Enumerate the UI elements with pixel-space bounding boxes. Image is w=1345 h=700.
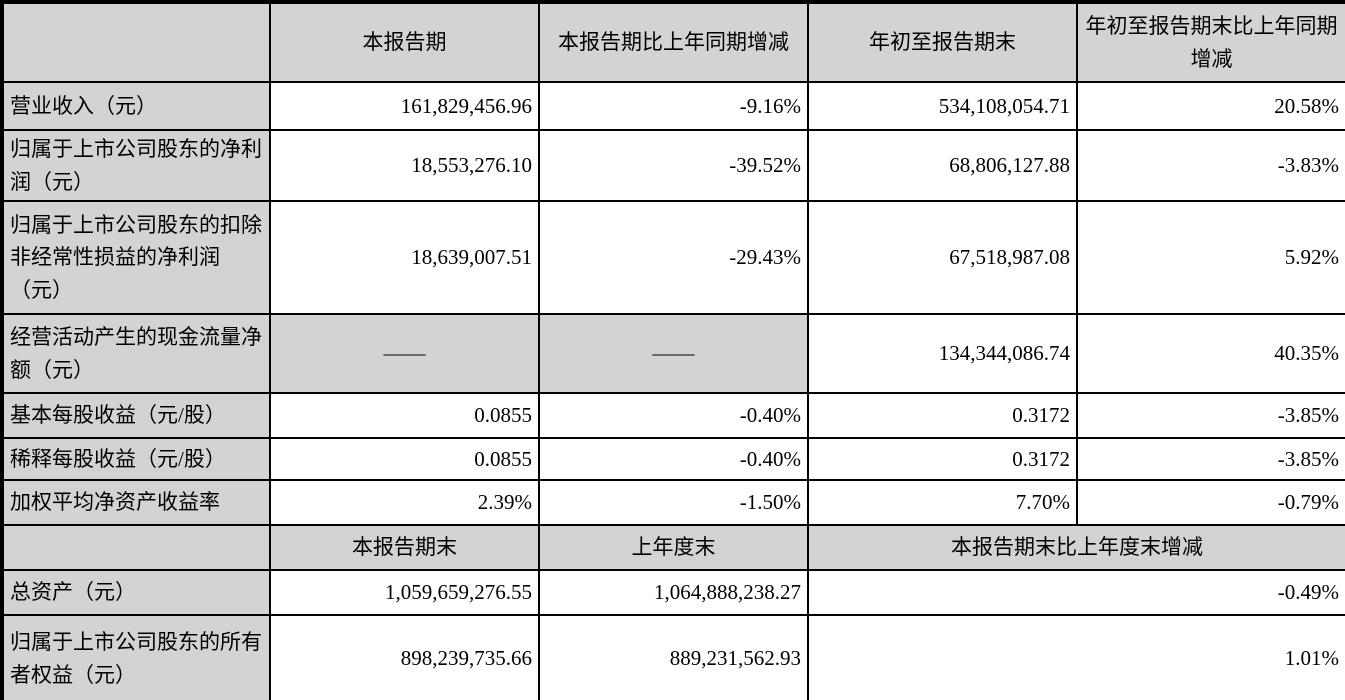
cell-value: 7.70% bbox=[807, 479, 1078, 527]
cell-value: 134,344,086.74 bbox=[807, 313, 1078, 395]
header-ytd: 年初至报告期末 bbox=[807, 1, 1078, 83]
row-label: 营业收入（元） bbox=[1, 81, 271, 131]
row-label: 稀释每股收益（元/股） bbox=[1, 437, 271, 482]
header-row-period-end: 本报告期末 上年度末 本报告期末比上年度末增减 bbox=[1, 524, 1345, 572]
row-label: 归属于上市公司股东的净利润（元） bbox=[1, 128, 271, 203]
cell-value: -0.79% bbox=[1076, 479, 1345, 527]
header-empty-cell bbox=[1, 524, 271, 572]
cell-value: 534,108,054.71 bbox=[807, 81, 1078, 131]
cell-value: -0.40% bbox=[538, 437, 809, 482]
cell-value: 0.0855 bbox=[269, 392, 540, 440]
cell-value: 18,553,276.10 bbox=[269, 128, 540, 203]
cell-value: 2.39% bbox=[269, 479, 540, 527]
header-current-period: 本报告期 bbox=[269, 1, 540, 83]
cell-value: -39.52% bbox=[538, 128, 809, 203]
cell-value: -1.50% bbox=[538, 479, 809, 527]
header-row-period: 本报告期 本报告期比上年同期增减 年初至报告期末 年初至报告期末比上年同期增减 bbox=[1, 1, 1345, 83]
cell-value: 67,518,987.08 bbox=[807, 200, 1078, 316]
row-label: 经营活动产生的现金流量净额（元） bbox=[1, 313, 271, 395]
row-label: 基本每股收益（元/股） bbox=[1, 392, 271, 440]
cell-dash: —— bbox=[538, 313, 809, 395]
row-label: 总资产（元） bbox=[1, 569, 271, 617]
table-row-weighted-roe: 加权平均净资产收益率 2.39% -1.50% 7.70% -0.79% bbox=[1, 479, 1345, 527]
cell-value: 5.92% bbox=[1076, 200, 1345, 316]
header-ytd-yoy: 年初至报告期末比上年同期增减 bbox=[1076, 1, 1345, 83]
cell-value: 1.01% bbox=[807, 614, 1345, 700]
cell-value: -3.85% bbox=[1076, 437, 1345, 482]
table-row-net-profit: 归属于上市公司股东的净利润（元） 18,553,276.10 -39.52% 6… bbox=[1, 128, 1345, 203]
header-end-of-last-year: 上年度末 bbox=[538, 524, 809, 572]
cell-value: -9.16% bbox=[538, 81, 809, 131]
cell-value: -29.43% bbox=[538, 200, 809, 316]
row-label: 加权平均净资产收益率 bbox=[1, 479, 271, 527]
cell-value: -0.49% bbox=[807, 569, 1345, 617]
cell-value: 889,231,562.93 bbox=[538, 614, 809, 700]
table-row-basic-eps: 基本每股收益（元/股） 0.0855 -0.40% 0.3172 -3.85% bbox=[1, 392, 1345, 440]
header-empty-cell bbox=[1, 1, 271, 83]
cell-dash: —— bbox=[269, 313, 540, 395]
header-period-end-vs-last-year: 本报告期末比上年度末增减 bbox=[807, 524, 1345, 572]
cell-value: 898,239,735.66 bbox=[269, 614, 540, 700]
row-label: 归属于上市公司股东的扣除非经常性损益的净利润（元） bbox=[1, 200, 271, 316]
row-label: 归属于上市公司股东的所有者权益（元） bbox=[1, 614, 271, 700]
cell-value: 1,059,659,276.55 bbox=[269, 569, 540, 617]
cell-value: 161,829,456.96 bbox=[269, 81, 540, 131]
header-current-period-yoy: 本报告期比上年同期增减 bbox=[538, 1, 809, 83]
cell-value: 40.35% bbox=[1076, 313, 1345, 395]
cell-value: 0.0855 bbox=[269, 437, 540, 482]
cell-value: -3.85% bbox=[1076, 392, 1345, 440]
cell-value: -0.40% bbox=[538, 392, 809, 440]
cell-value: 68,806,127.88 bbox=[807, 128, 1078, 203]
table-row-net-profit-excl-nonrecurring: 归属于上市公司股东的扣除非经常性损益的净利润（元） 18,639,007.51 … bbox=[1, 200, 1345, 316]
cell-value: 1,064,888,238.27 bbox=[538, 569, 809, 617]
cell-value: 20.58% bbox=[1076, 81, 1345, 131]
cell-value: -3.83% bbox=[1076, 128, 1345, 203]
cell-value: 18,639,007.51 bbox=[269, 200, 540, 316]
table-row-revenue: 营业收入（元） 161,829,456.96 -9.16% 534,108,05… bbox=[1, 81, 1345, 131]
header-end-of-period: 本报告期末 bbox=[269, 524, 540, 572]
cell-value: 0.3172 bbox=[807, 437, 1078, 482]
table-row-diluted-eps: 稀释每股收益（元/股） 0.0855 -0.40% 0.3172 -3.85% bbox=[1, 437, 1345, 482]
cell-value: 0.3172 bbox=[807, 392, 1078, 440]
table-row-total-assets: 总资产（元） 1,059,659,276.55 1,064,888,238.27… bbox=[1, 569, 1345, 617]
table-row-owners-equity: 归属于上市公司股东的所有者权益（元） 898,239,735.66 889,23… bbox=[1, 614, 1345, 700]
table-row-operating-cash-flow: 经营活动产生的现金流量净额（元） —— —— 134,344,086.74 40… bbox=[1, 313, 1345, 395]
